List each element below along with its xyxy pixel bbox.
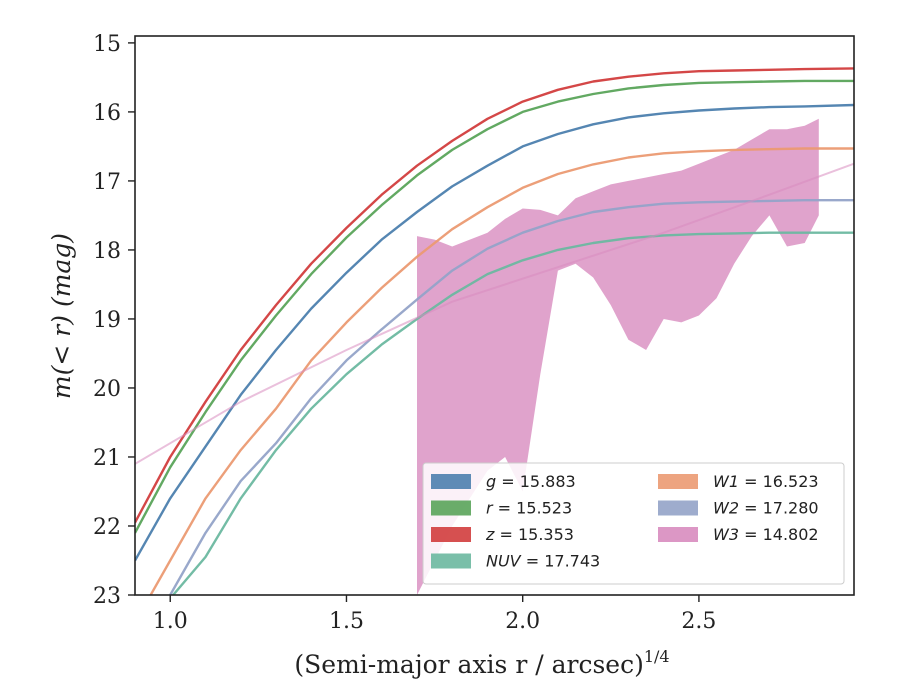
legend-label-w3: W3 = 14.802	[713, 525, 819, 544]
line-g	[135, 103, 854, 562]
legend-swatch-w1	[658, 474, 698, 489]
x-tick-label: 1.5	[329, 609, 364, 634]
x-tick-label: 2.5	[681, 609, 716, 634]
line-nuv	[171, 231, 854, 595]
legend: g = 15.883 r = 15.523 z = 15.353 NUV = 17.7…	[422, 462, 845, 585]
legend-label-w1: W1 = 16.523	[713, 472, 819, 491]
legend-swatch-z	[431, 527, 471, 542]
y-tick-label: 17	[93, 170, 121, 195]
line-w3	[135, 162, 854, 465]
legend-swatch-r	[431, 500, 471, 516]
legend-swatch-w3	[658, 527, 698, 542]
legend-label-z: z = 15.353	[485, 525, 574, 544]
y-tick-label: 19	[93, 308, 121, 333]
x-axis-label-main: (Semi-major axis r / arcsec)	[294, 650, 643, 679]
plot-frame	[134, 35, 855, 596]
y-tick-label: 18	[93, 239, 121, 264]
y-axis-label: m(< r) (mag)	[47, 233, 76, 399]
y-tick-label: 16	[93, 101, 121, 126]
legend-frame	[422, 462, 845, 585]
x-axis-label: (Semi-major axis r / arcsec)1/4	[294, 647, 669, 679]
series-lines	[135, 67, 854, 595]
legend-swatch-nuv	[431, 553, 471, 569]
legend-label-g: g = 15.883	[486, 472, 576, 491]
y-tick-label: 23	[93, 584, 121, 609]
y-tick-label: 15	[93, 32, 121, 57]
y-tick-label: 22	[93, 515, 121, 540]
legend-label-nuv: NUV = 17.743	[486, 552, 600, 571]
line-r	[135, 79, 854, 534]
legend-items: g = 15.883 r = 15.523 z = 15.353 NUV = 17.7…	[431, 472, 819, 571]
x-axis-label-superscript: 1/4	[644, 647, 670, 666]
y-tick-label: 21	[93, 446, 121, 471]
line-w2	[168, 199, 854, 595]
axis-ticks: 1.0 1.5 2.0 2.5 15 16 17 18 19 20 21 22 23	[93, 32, 716, 634]
legend-label-r: r = 15.523	[486, 499, 572, 518]
x-tick-label: 2.0	[505, 609, 540, 634]
line-w1	[149, 147, 854, 595]
legend-swatch-w2	[658, 500, 698, 516]
legend-swatch-g	[431, 474, 471, 489]
x-tick-label: 1.0	[153, 609, 188, 634]
legend-label-w2: W2 = 17.280	[713, 499, 819, 518]
y-tick-label: 20	[93, 377, 121, 402]
line-z	[135, 67, 854, 524]
